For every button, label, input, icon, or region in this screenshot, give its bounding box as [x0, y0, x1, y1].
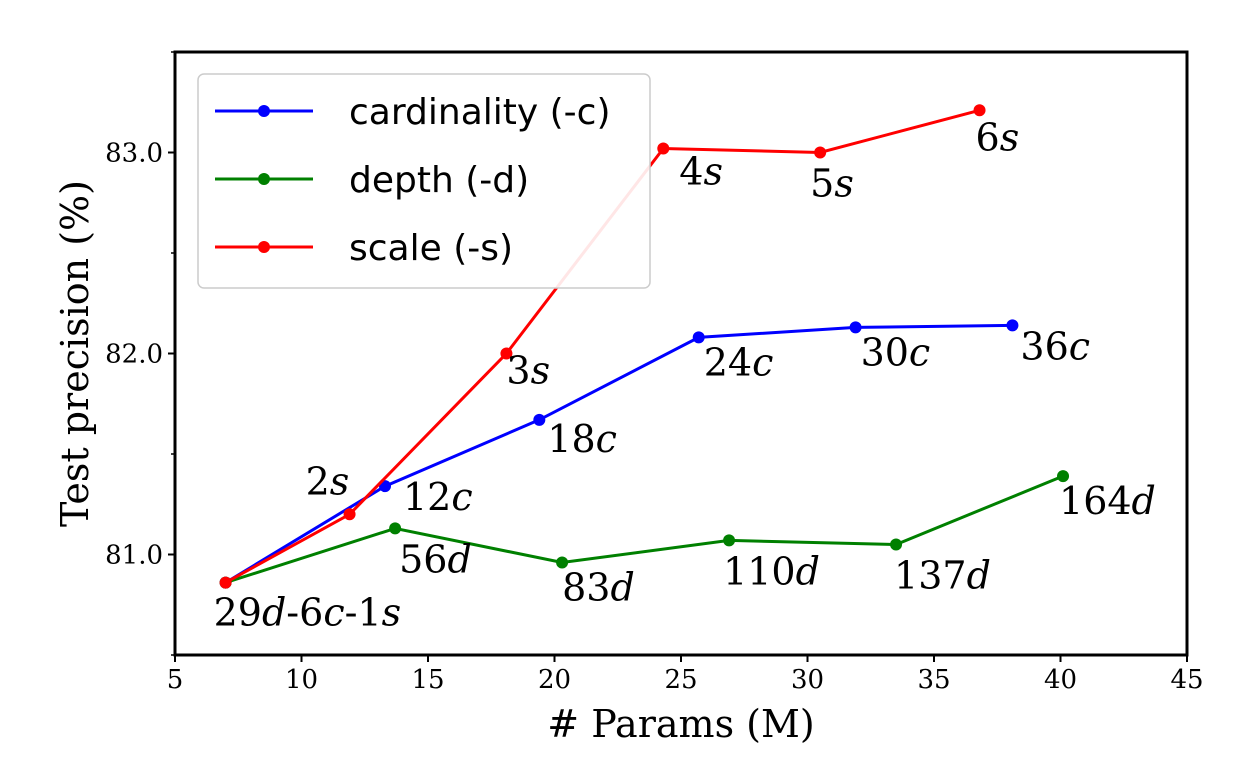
data-point [1057, 470, 1070, 483]
origin-annotation: 29d-6c-1s [214, 591, 402, 635]
legend-box [197, 73, 651, 289]
point-label: 5s [810, 162, 854, 206]
data-point [389, 522, 402, 535]
y-tick-label: 81.0 [105, 541, 163, 571]
legend-entry: depth (-d) [349, 160, 529, 201]
x-tick-label: 45 [1170, 665, 1203, 695]
point-label: 2s [306, 459, 350, 503]
point-label: 83d [562, 566, 635, 610]
point-label: 164d [1059, 479, 1156, 523]
legend: cardinality (-c) depth (-d) scale (-s) [197, 73, 651, 289]
data-point [814, 146, 827, 159]
data-point [973, 104, 986, 117]
legend-marker [258, 105, 270, 117]
y-tick-label: 82.0 [105, 340, 163, 370]
point-label: 137d [894, 553, 991, 597]
data-point [556, 556, 569, 569]
data-point [890, 538, 903, 551]
x-tick-label: 40 [1044, 665, 1077, 695]
series-line [224, 323, 1013, 584]
legend-entry: scale (-s) [349, 228, 513, 269]
plot-frame [173, 50, 1189, 657]
x-tick-label: 35 [917, 665, 950, 695]
y-tick-label: 83.0 [105, 139, 163, 169]
point-label: 18c [547, 417, 617, 461]
data-point [692, 331, 705, 344]
legend-entry: cardinality (-c) [349, 92, 611, 133]
point-label: 56d [399, 537, 472, 581]
x-tick-label: 30 [791, 665, 824, 695]
point-labels: 12c 18c 24c 30c 36c 56d 83d 110d 137d 164d 2s 3s 4s 5… [214, 115, 1156, 634]
data-point [343, 508, 356, 521]
data-point [1006, 319, 1019, 332]
x-tick-label: 15 [411, 665, 444, 695]
point-label: 6s [976, 115, 1020, 159]
data-point [533, 413, 546, 426]
point-label: 36c [1020, 324, 1090, 368]
point-label: 12c [403, 475, 473, 519]
x-tick-label: 5 [167, 665, 184, 695]
point-label: 24c [704, 340, 774, 384]
x-tick-label: 25 [664, 665, 697, 695]
data-point [219, 576, 232, 589]
point-label: 3s [506, 349, 550, 393]
point-label: 110d [723, 549, 820, 593]
data-point [849, 321, 862, 334]
y-axis-title: Test precision (%) [53, 180, 97, 527]
legend-marker [258, 241, 270, 253]
point-label: 4s [679, 149, 723, 193]
data-point [500, 347, 513, 360]
x-axis-title: # Params (M) [547, 702, 814, 746]
data-point [657, 142, 670, 155]
x-tick-label: 20 [538, 665, 571, 695]
data-point [723, 534, 736, 547]
series-line [225, 474, 1064, 585]
point-label: 30c [861, 330, 931, 374]
x-tick-label: 10 [285, 665, 318, 695]
legend-marker [258, 173, 270, 185]
